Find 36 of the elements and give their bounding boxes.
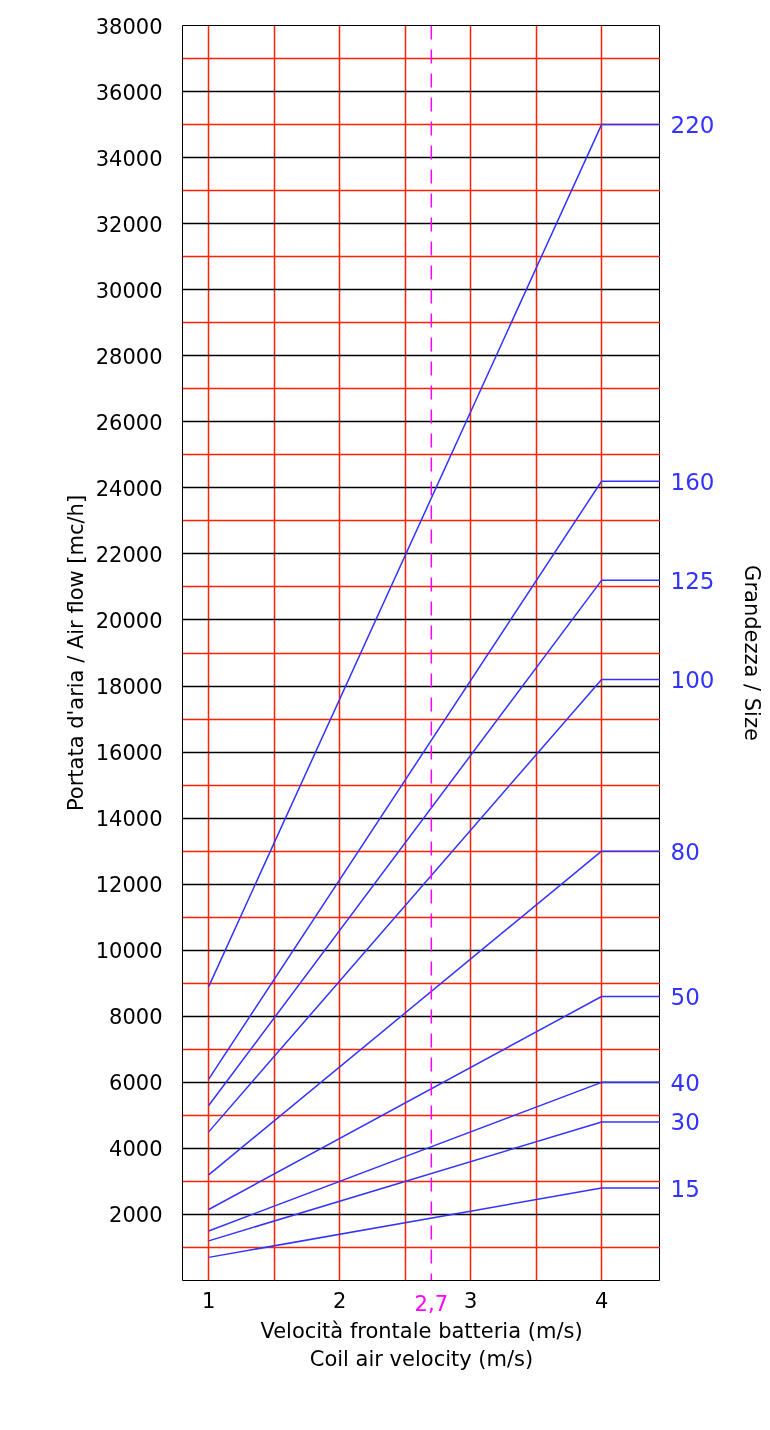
series-label: 15 [670,1175,700,1202]
y-tick-label: 26000 [95,410,163,435]
series-label: 40 [670,1069,700,1096]
y-tick-label: 22000 [95,542,163,567]
x-tick-label: 2 [332,1288,347,1313]
series-label: 80 [670,838,700,865]
y-tick-label: 34000 [95,146,163,171]
y-tick-label: 28000 [95,344,163,369]
series-label: 160 [670,468,715,495]
y-tick-label: 32000 [95,212,163,237]
y-tick-label: 36000 [95,80,163,105]
y-tick-label: 6000 [109,1071,163,1096]
series-label: 100 [670,666,715,693]
series-label: 30 [670,1109,700,1136]
series-label: 50 [670,983,700,1010]
y-axis-title: Portata d'aria / Air flow [mc/h] [63,494,88,812]
y-tick-label: 16000 [95,741,163,766]
y-tick-label: 8000 [109,1005,163,1030]
x-axis-title: Velocità frontale batteria (m/s) Coil air velocity (m/s) [260,1318,583,1372]
y-tick-label: 20000 [95,608,163,633]
y-tick-label: 24000 [95,476,163,501]
y-tick-label: 12000 [95,873,163,898]
x-tick-label: 1 [202,1288,216,1313]
y-tick-label: 38000 [95,14,163,39]
y-tick-label: 14000 [95,807,163,832]
x-tick-label: 3 [463,1288,478,1313]
y-tick-label: 18000 [95,675,163,700]
series-label: 125 [670,567,715,594]
y2-axis-title: Grandezza / Size [739,565,764,741]
y-tick-label: 30000 [95,278,163,303]
y-tick-label: 10000 [95,939,163,964]
x-tick-label: 4 [594,1288,609,1313]
series-label: 220 [670,112,715,139]
y-tick-label: 2000 [109,1203,163,1228]
ref-line-label: 2,7 [414,1291,449,1316]
y-tick-label: 4000 [109,1137,163,1162]
